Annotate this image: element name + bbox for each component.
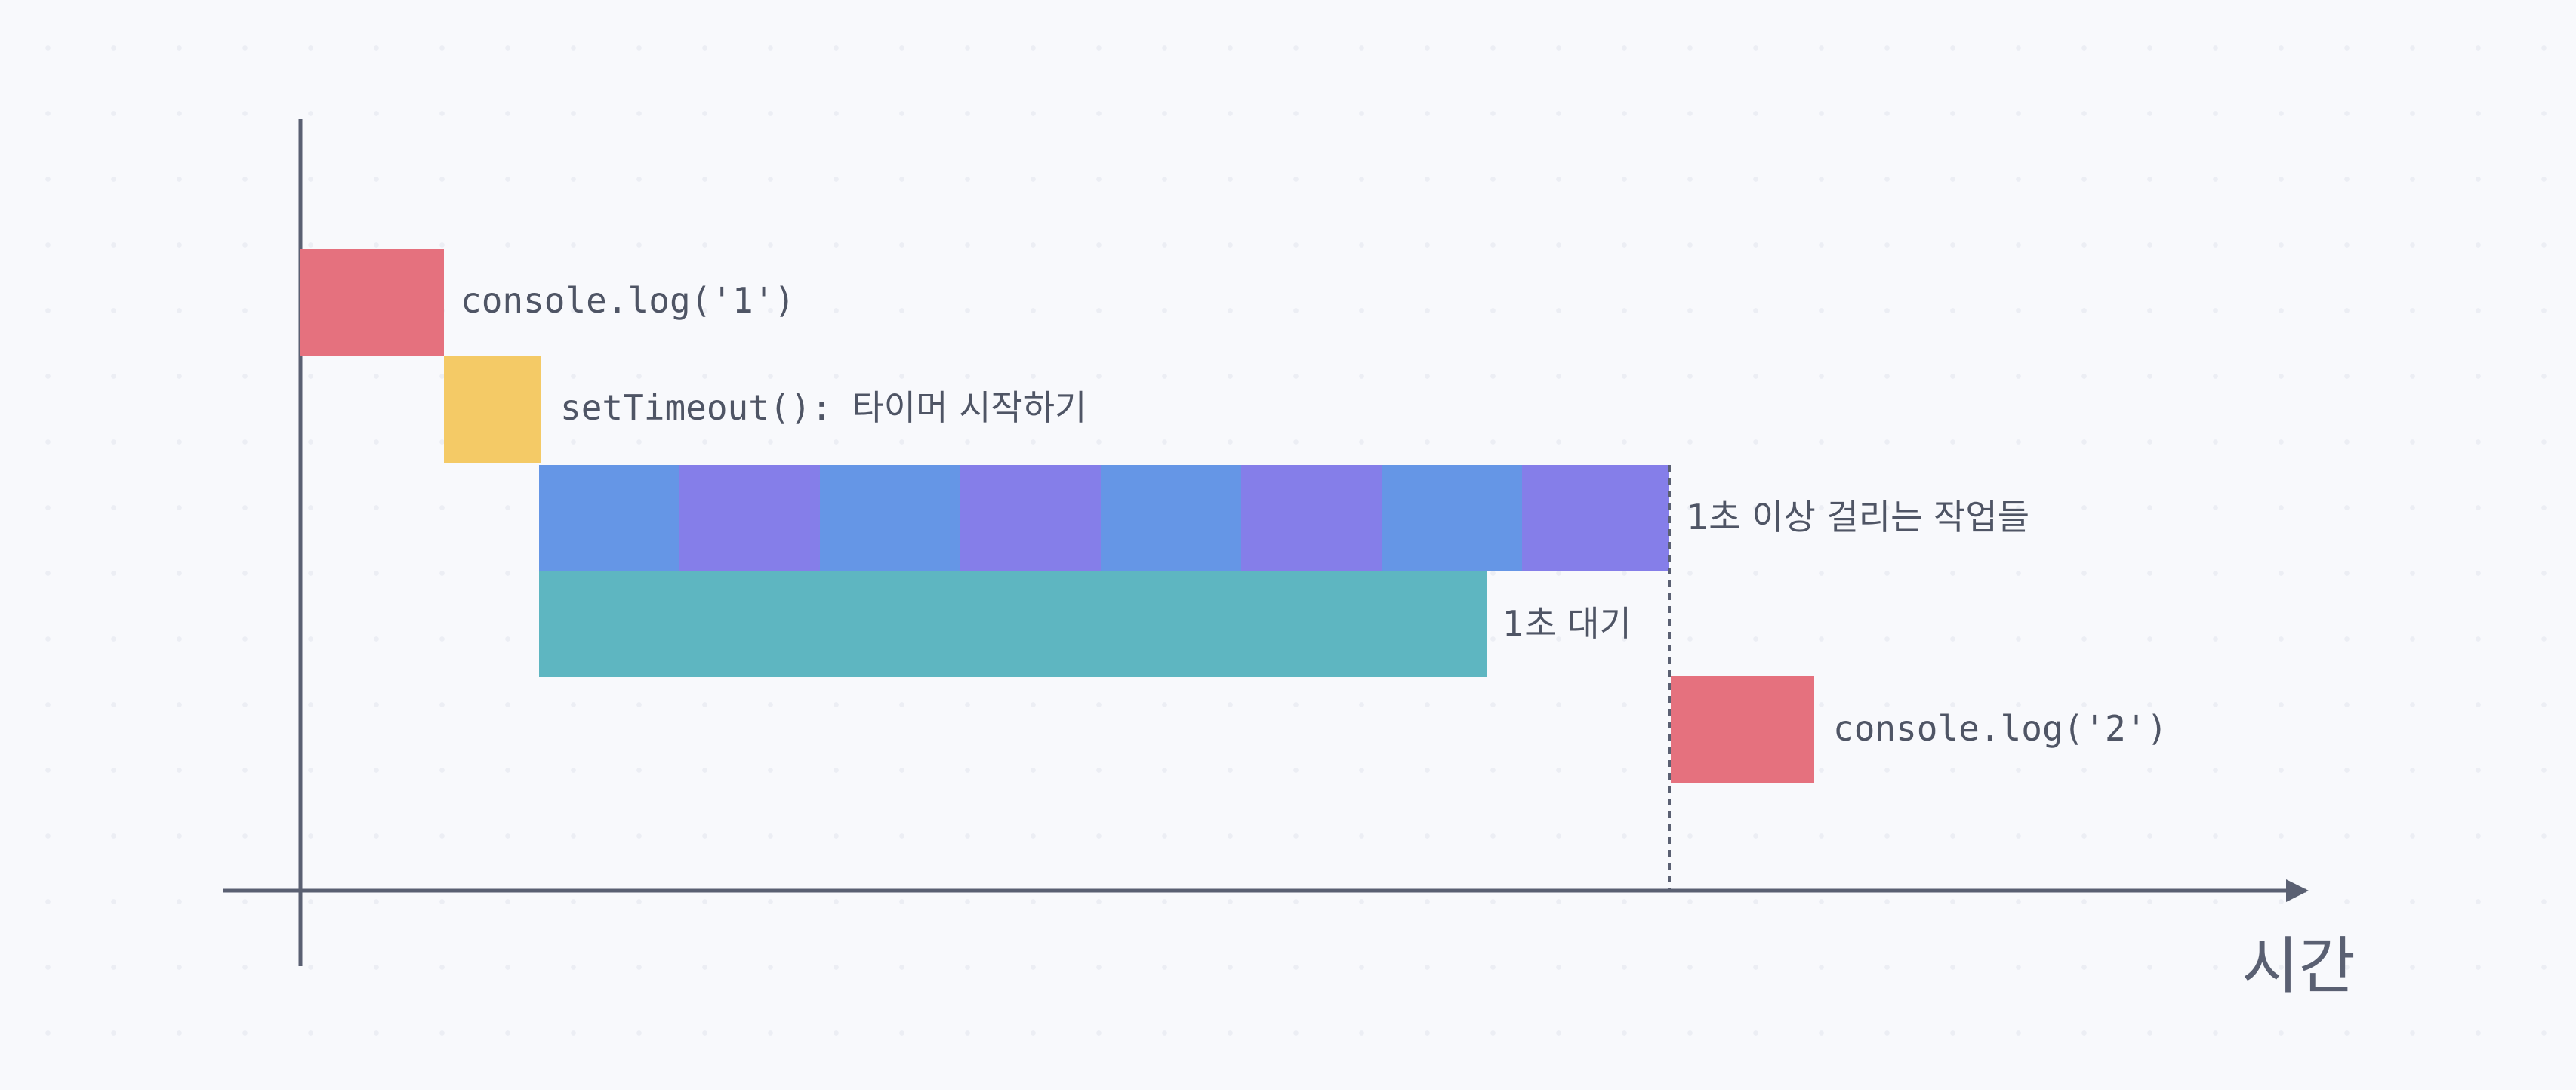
work-segment-5 [1101,465,1242,571]
x-axis-label: 시간 [2242,931,2356,1002]
log1-block [300,249,444,356]
work-segment-6 [1241,465,1382,571]
work-segment-4 [960,465,1102,571]
timeout-code: setTimeout(): [560,387,832,428]
timeout-block [444,356,541,463]
work-segment-3 [820,465,961,571]
log2-block [1671,676,1814,783]
work-segment-1 [539,465,680,571]
work-segment-7 [1382,465,1523,571]
timeout-label: setTimeout(): 타이머 시작하기 [560,387,1086,428]
work-segment-8 [1522,465,1669,571]
wait-label: 1초 대기 [1502,603,1632,644]
log1-label: console.log('1') [461,280,795,321]
work-label: 1초 이상 걸리는 작업들 [1687,497,2029,537]
log2-label: console.log('2') [1833,708,2168,749]
timeout-note: 타이머 시작하기 [852,387,1086,428]
wait-block [539,571,1487,677]
work-segment-2 [679,465,821,571]
